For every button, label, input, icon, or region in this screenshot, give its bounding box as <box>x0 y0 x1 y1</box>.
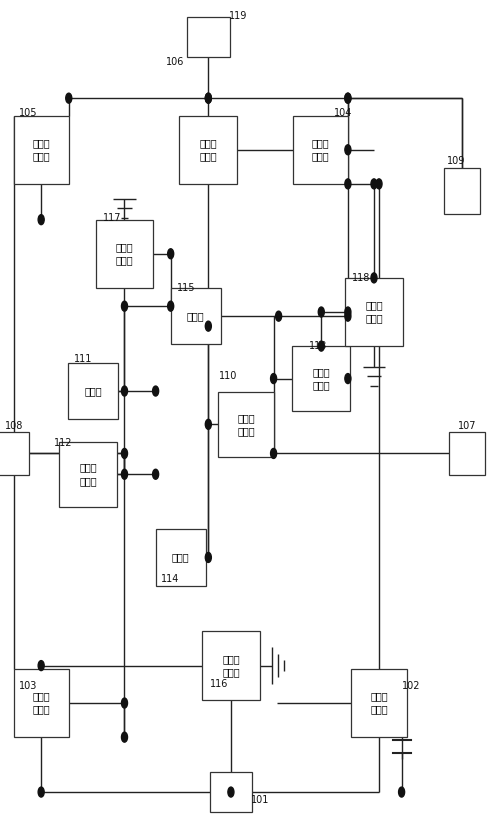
Circle shape <box>66 93 72 103</box>
Text: 第八控
制开关: 第八控 制开关 <box>115 242 133 265</box>
Circle shape <box>205 93 211 103</box>
Circle shape <box>318 341 324 351</box>
Bar <box>95 220 153 288</box>
Text: 第九控
制开关: 第九控 制开关 <box>364 300 382 324</box>
Text: 第四控
制开关: 第四控 制开关 <box>32 138 50 161</box>
Text: 第三检
测电路: 第三检 测电路 <box>79 463 97 486</box>
Circle shape <box>152 469 158 479</box>
Circle shape <box>318 307 324 317</box>
Circle shape <box>375 179 381 189</box>
Bar <box>187 17 229 57</box>
Circle shape <box>275 311 281 321</box>
Circle shape <box>270 374 276 384</box>
Bar <box>448 432 484 475</box>
Circle shape <box>121 448 127 458</box>
Bar <box>218 392 273 457</box>
Circle shape <box>370 273 376 283</box>
Text: 111: 111 <box>74 354 92 364</box>
Text: 或非门: 或非门 <box>186 311 204 321</box>
Bar <box>201 631 260 700</box>
Circle shape <box>344 374 350 384</box>
Text: 106: 106 <box>165 57 184 67</box>
Text: 第二控
制开关: 第二控 制开关 <box>32 691 50 715</box>
Text: 109: 109 <box>446 156 464 166</box>
Circle shape <box>121 301 127 311</box>
Circle shape <box>38 661 44 671</box>
Circle shape <box>344 93 350 103</box>
Text: 104: 104 <box>333 108 352 118</box>
Bar <box>179 116 237 184</box>
Text: 第七控
制开关: 第七控 制开关 <box>221 654 239 677</box>
Text: 第五控
制开关: 第五控 制开关 <box>199 138 217 161</box>
Bar <box>14 116 69 184</box>
Bar <box>155 529 205 586</box>
Circle shape <box>205 93 211 103</box>
Text: 112: 112 <box>54 438 73 448</box>
Bar <box>292 346 350 411</box>
Text: 108: 108 <box>5 421 24 431</box>
Text: 第一控
制开关: 第一控 制开关 <box>369 691 387 715</box>
Text: 118: 118 <box>352 273 370 283</box>
Circle shape <box>121 469 127 479</box>
Bar <box>345 278 402 346</box>
Text: 第三控
制开关: 第三控 制开关 <box>311 138 329 161</box>
Bar <box>0 432 29 475</box>
Circle shape <box>152 386 158 396</box>
Text: 缓冲器: 缓冲器 <box>84 386 102 396</box>
Text: 113: 113 <box>308 341 327 351</box>
Circle shape <box>205 321 211 331</box>
Text: 119: 119 <box>228 11 247 21</box>
Text: 117: 117 <box>103 213 121 223</box>
Text: 正与门: 正与门 <box>171 552 189 562</box>
Circle shape <box>167 249 173 259</box>
Bar <box>14 669 69 737</box>
Bar <box>59 442 116 507</box>
Circle shape <box>344 145 350 155</box>
Text: 102: 102 <box>401 681 419 691</box>
Text: 103: 103 <box>19 681 38 691</box>
Circle shape <box>344 311 350 321</box>
Text: 114: 114 <box>160 574 179 584</box>
Text: 第二检
测电路: 第二检 测电路 <box>312 367 330 390</box>
Circle shape <box>38 787 44 797</box>
Circle shape <box>121 386 127 396</box>
Circle shape <box>344 93 350 103</box>
Text: 115: 115 <box>176 283 195 293</box>
Circle shape <box>370 179 376 189</box>
Circle shape <box>398 787 404 797</box>
Circle shape <box>344 307 350 317</box>
Bar <box>292 116 347 184</box>
Circle shape <box>38 215 44 225</box>
Circle shape <box>227 787 233 797</box>
Circle shape <box>121 698 127 708</box>
Circle shape <box>270 448 276 458</box>
Bar <box>443 168 479 214</box>
Text: 110: 110 <box>218 371 237 381</box>
Bar <box>351 669 406 737</box>
Text: 116: 116 <box>209 679 228 689</box>
Bar <box>209 772 252 812</box>
Circle shape <box>121 732 127 742</box>
Bar <box>170 288 220 344</box>
Circle shape <box>205 419 211 429</box>
Text: 第一检
测电路: 第一检 测电路 <box>236 413 255 436</box>
Text: 107: 107 <box>457 421 475 431</box>
Bar <box>68 363 118 419</box>
Circle shape <box>167 301 173 311</box>
Circle shape <box>344 179 350 189</box>
Text: 101: 101 <box>250 795 269 805</box>
Text: 105: 105 <box>19 108 38 118</box>
Circle shape <box>205 552 211 562</box>
